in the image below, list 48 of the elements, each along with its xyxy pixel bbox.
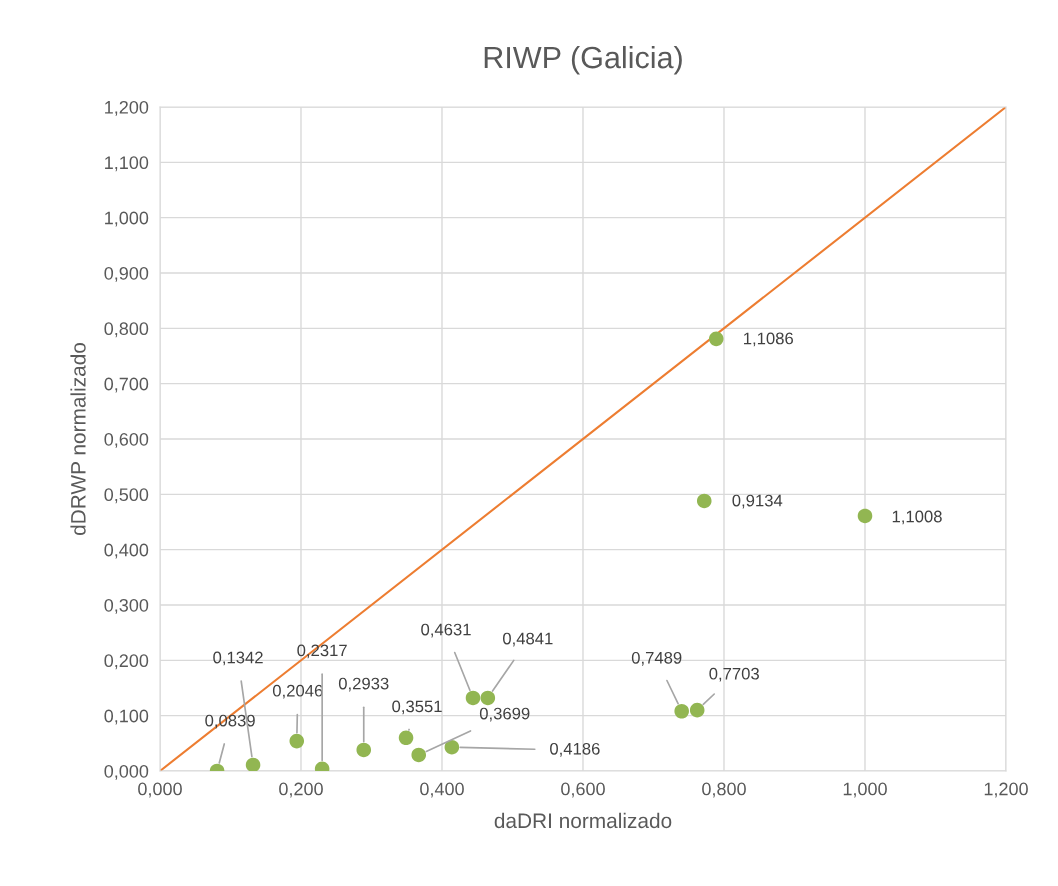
x-tick-label: 0,400 (420, 782, 464, 798)
annotation: 1,1086 (744, 332, 793, 347)
x-tick-label: 1,200 (984, 782, 1028, 798)
point (245, 757, 261, 771)
y-tick-label: 1,100 (105, 156, 149, 172)
x-tick-label: 0,000 (138, 782, 182, 798)
y-tick-label: 0,700 (104, 377, 149, 393)
annotation: 0,2046 (272, 684, 323, 699)
point (411, 747, 427, 763)
annotation: 0,2933 (338, 677, 389, 692)
y-tick-label: 1,000 (105, 211, 149, 227)
point (465, 690, 481, 706)
point (289, 733, 305, 749)
annotation: 1,1008 (892, 510, 942, 525)
x-tick-label: 0,200 (279, 782, 323, 798)
annotation: 0,4631 (421, 623, 471, 638)
annotation: 0,9134 (732, 494, 783, 509)
x-axis-title: daDRI normalizado (494, 812, 672, 829)
annotation: 0,1342 (213, 651, 263, 666)
annotation: 0,3551 (392, 700, 442, 715)
annotation: 0,3699 (479, 707, 530, 722)
annotation: 0,7489 (631, 651, 682, 666)
point (689, 702, 705, 718)
y-tick-label: 0,000 (104, 764, 149, 780)
chart-title: RIWP (Galicia) (484, 45, 682, 75)
point (480, 690, 496, 706)
x-tick-label: 1,000 (843, 782, 887, 798)
point (398, 730, 414, 746)
point (674, 703, 689, 719)
y-axis-title: dDRWP normalizado (70, 342, 86, 536)
annotation: 0,7703 (709, 667, 759, 682)
annotation: 0,4186 (550, 742, 600, 757)
y-tick-label: 0,800 (104, 322, 149, 338)
y-tick-label: 1,200 (105, 100, 149, 116)
x-tick-label: 0,800 (702, 782, 746, 798)
y-tick-label: 0,900 (104, 266, 149, 282)
point (857, 508, 873, 524)
y-tick-label: 0,200 (104, 654, 149, 670)
y-tick-label: 0,400 (104, 543, 149, 559)
annotation: 0,4841 (502, 632, 553, 647)
y-tick-label: 0,600 (104, 432, 149, 448)
x-tick-label: 0,600 (561, 782, 605, 798)
y-tick-label: 0,100 (104, 709, 149, 725)
y-tick-label: 0,300 (104, 598, 149, 614)
point (708, 331, 724, 347)
point (356, 742, 372, 758)
y-tick-label: 0,500 (104, 488, 149, 504)
point (696, 493, 712, 509)
